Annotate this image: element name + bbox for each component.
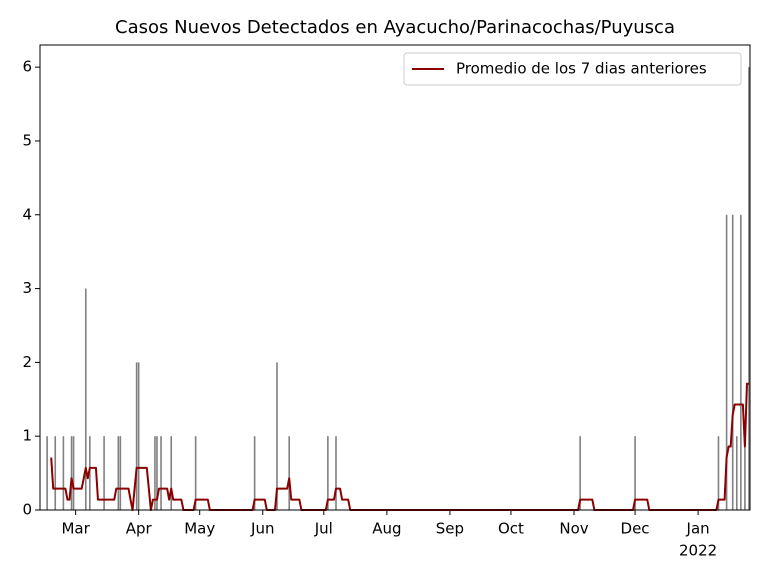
- y-tick-label: 3: [22, 279, 32, 297]
- bar: [725, 214, 728, 510]
- x-year-label: 2022: [679, 542, 717, 560]
- bar: [156, 436, 158, 510]
- bar: [72, 436, 75, 510]
- x-tick-label: Dec: [621, 520, 650, 538]
- bar: [84, 288, 87, 510]
- bar: [276, 362, 278, 510]
- y-tick-label: 1: [22, 427, 32, 445]
- plot-frame: [39, 44, 751, 511]
- x-tick-label: Nov: [559, 520, 588, 538]
- y-tick-label: 4: [22, 205, 32, 223]
- y-tick-label: 0: [22, 501, 32, 519]
- x-tick-label: May: [184, 520, 215, 538]
- y-tick-label: 6: [22, 58, 32, 76]
- bar: [327, 436, 329, 510]
- bar: [103, 436, 105, 510]
- bar: [194, 436, 197, 510]
- bar: [740, 214, 742, 510]
- bar: [170, 436, 173, 510]
- bar: [54, 436, 57, 510]
- bar: [634, 436, 636, 510]
- bar: [46, 436, 48, 510]
- bar: [117, 436, 120, 510]
- bar: [735, 436, 738, 510]
- line: [50, 382, 749, 511]
- x-tick-label: Aug: [372, 520, 401, 538]
- x-tick-label: Apr: [126, 520, 153, 538]
- y-tick-label: 5: [22, 131, 32, 149]
- bar: [160, 436, 162, 510]
- legend-frame: [403, 52, 742, 86]
- y-tick-label: 2: [22, 353, 32, 371]
- x-tick-label: Mar: [61, 520, 90, 538]
- x-tick-label: Jun: [250, 520, 274, 538]
- chart-title: Casos Nuevos Detectados en Ayacucho/Pari…: [115, 17, 675, 38]
- x-tick-label: Jan: [686, 520, 710, 538]
- legend-label: Promedio de los 7 dias anteriores: [456, 60, 707, 78]
- x-tick-label: Jul: [314, 520, 333, 538]
- x-tick-label: Sep: [436, 520, 464, 538]
- bar: [154, 436, 156, 510]
- bar: [62, 436, 65, 510]
- bar: [335, 436, 337, 510]
- bar: [748, 67, 750, 511]
- bar: [744, 436, 746, 510]
- bar: [70, 436, 73, 510]
- bar: [119, 436, 122, 510]
- bar: [579, 436, 581, 510]
- bar: [137, 362, 140, 510]
- bar: [253, 436, 256, 510]
- bar: [731, 214, 734, 510]
- bar: [717, 436, 720, 510]
- bar: [135, 362, 138, 510]
- x-tick-label: Oct: [498, 520, 524, 538]
- bar: [288, 436, 291, 510]
